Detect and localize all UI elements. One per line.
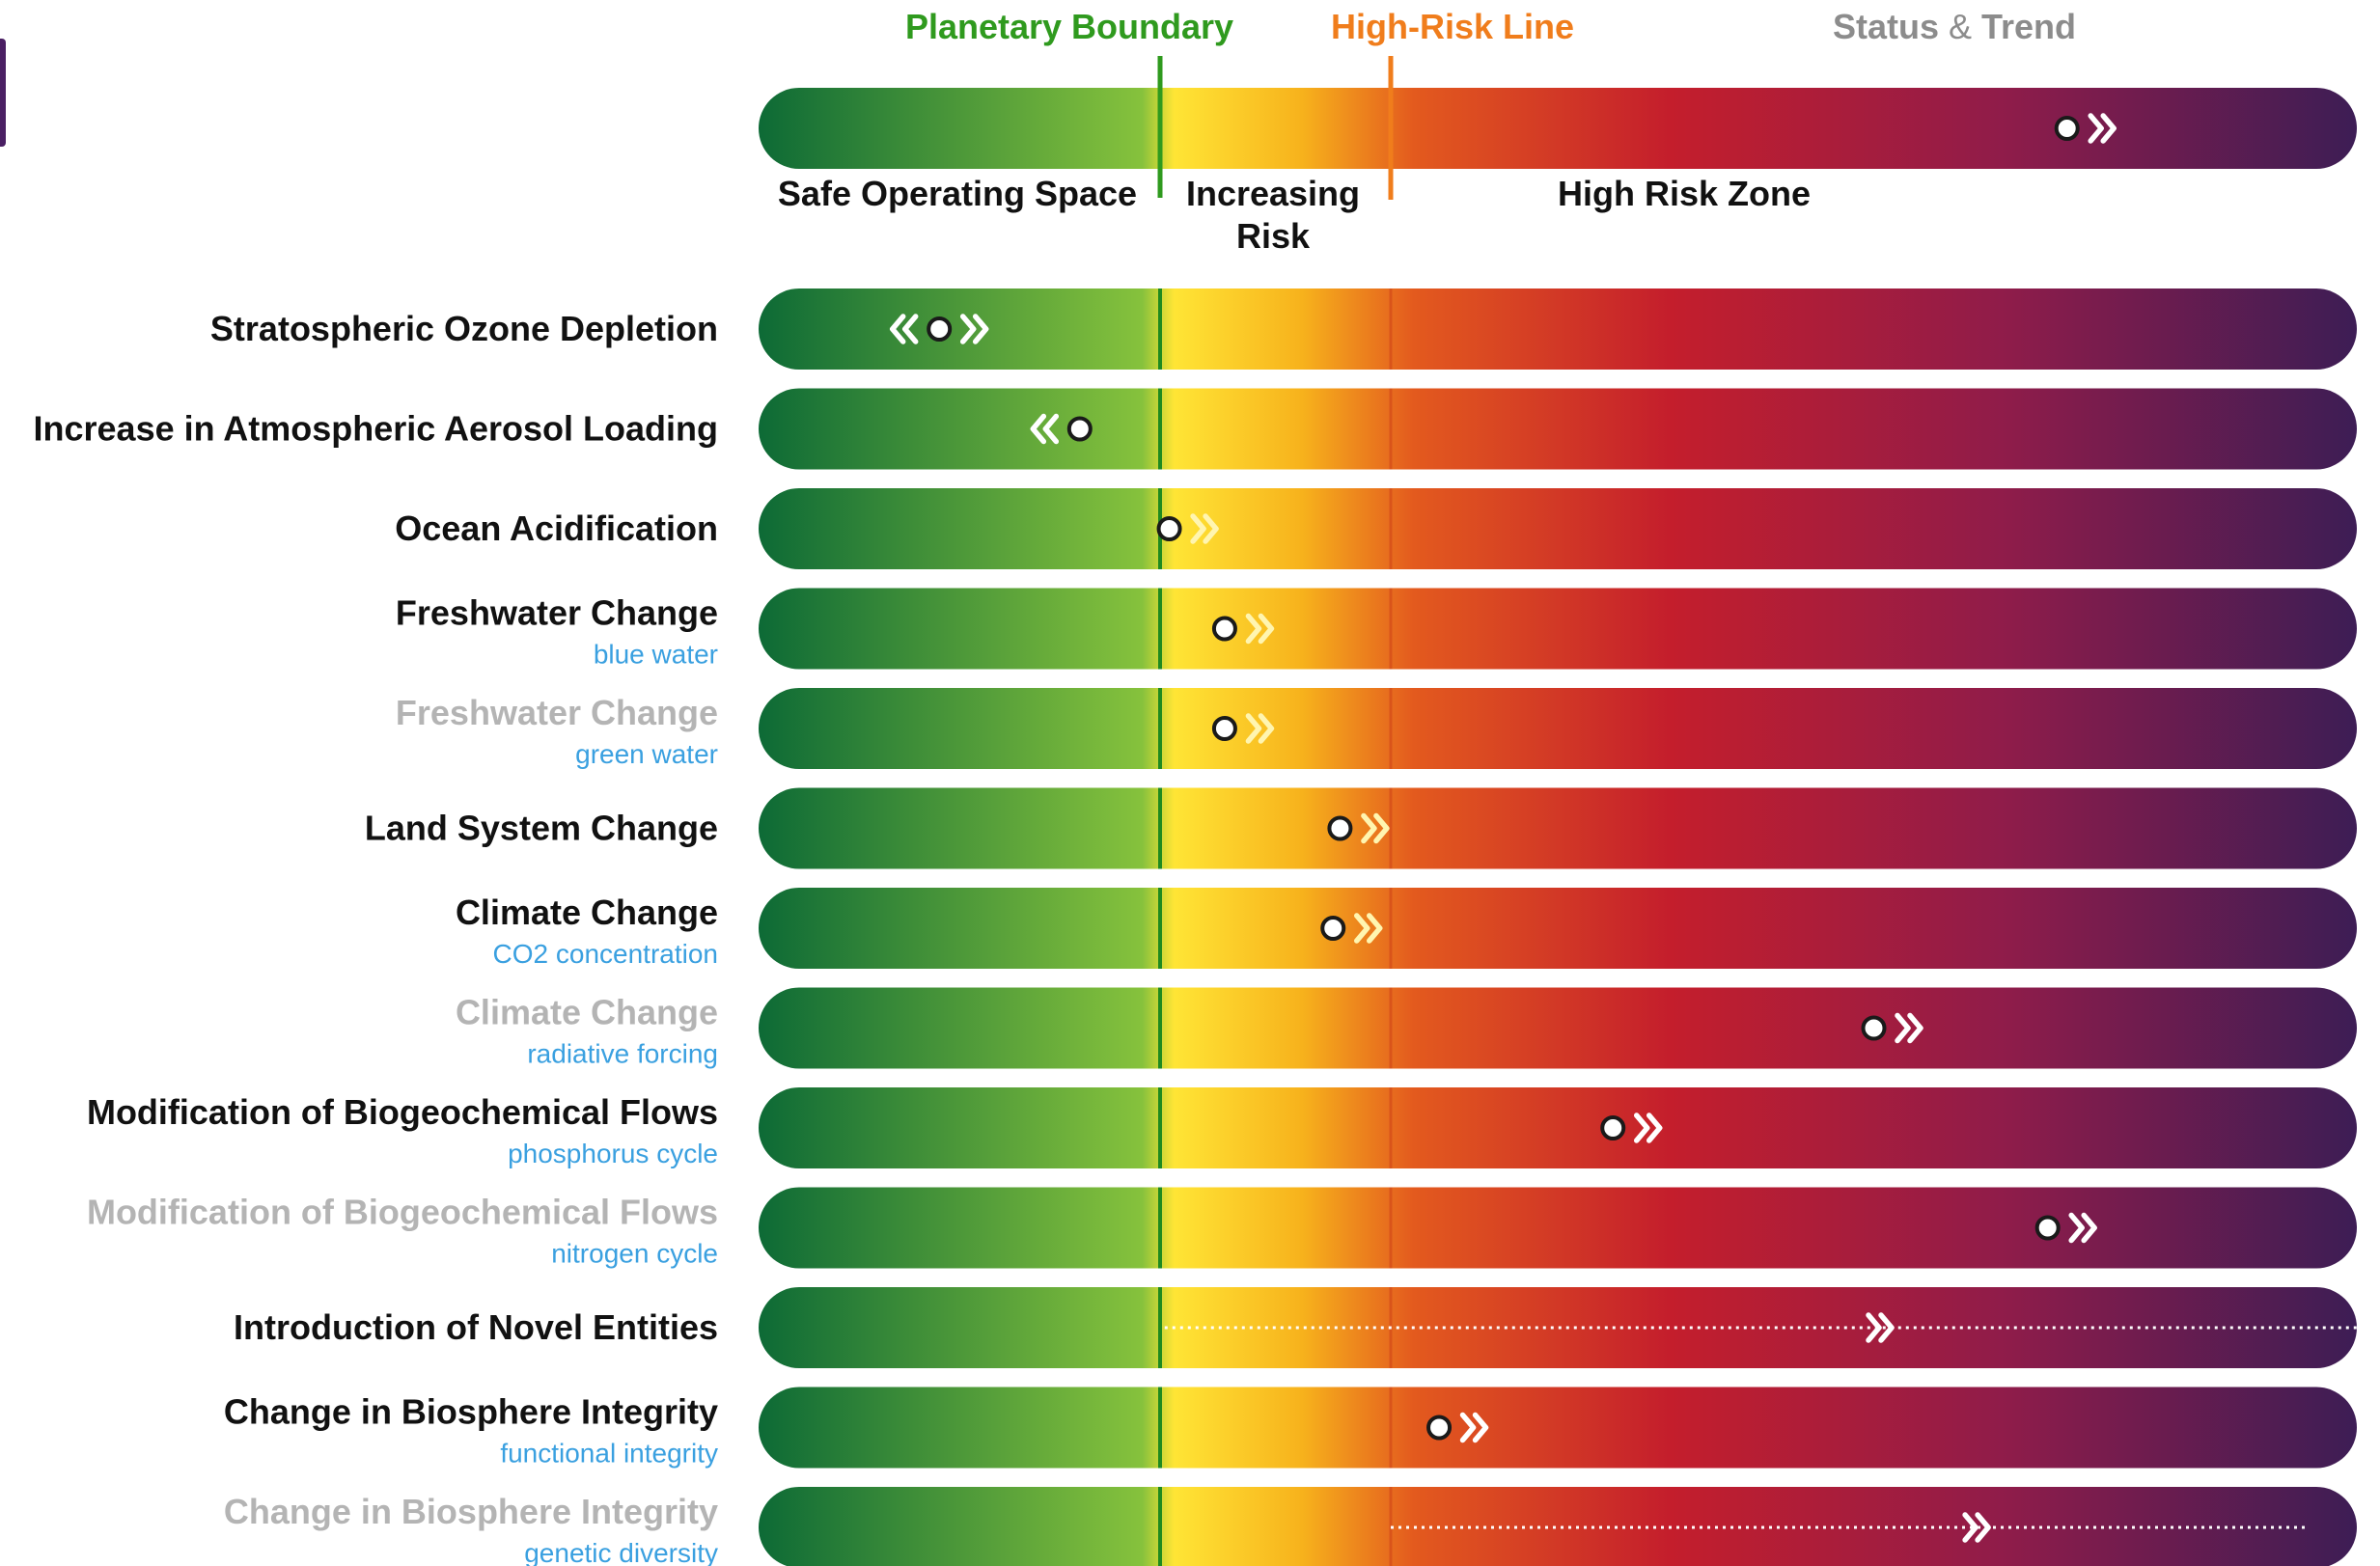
row-label: Ocean Acidification bbox=[395, 508, 718, 548]
legend-trend-chevrons bbox=[2088, 113, 2117, 144]
row-label: Increase in Atmospheric Aerosol Loading bbox=[34, 409, 719, 449]
row-gradient-bar bbox=[759, 1187, 2357, 1269]
boundary-row: Modification of Biogeochemical Flows phos… bbox=[87, 1087, 2357, 1168]
boundary-row: Climate Change CO2 concentration bbox=[456, 888, 2357, 969]
row-label: Freshwater Change bbox=[396, 593, 718, 633]
row-status-dot bbox=[1211, 716, 1237, 741]
boundary-row: Change in Biosphere Integrity functional … bbox=[224, 1387, 2357, 1469]
boundary-row: Freshwater Change green water bbox=[396, 688, 2357, 769]
boundary-rows: Stratospheric Ozone Depletion Increase in… bbox=[34, 288, 2357, 1566]
high-risk-line-header: High-Risk Line bbox=[1331, 7, 1574, 46]
row-label: Land System Change bbox=[365, 809, 718, 848]
planetary-boundary-header: Planetary Boundary bbox=[905, 7, 1233, 46]
row-status-dot bbox=[1156, 516, 1182, 541]
row-label: Climate Change bbox=[456, 993, 718, 1032]
legend-status-dot bbox=[2054, 116, 2080, 141]
row-sublabel: CO2 concentration bbox=[493, 939, 718, 969]
row-gradient-bar bbox=[759, 588, 2357, 670]
row-status-dot bbox=[1600, 1115, 1626, 1140]
row-label: Modification of Biogeochemical Flows bbox=[87, 1092, 718, 1132]
row-label: Change in Biosphere Integrity bbox=[224, 1492, 718, 1531]
row-trend-chevrons bbox=[1354, 913, 1383, 944]
row-label: Change in Biosphere Integrity bbox=[224, 1392, 718, 1432]
row-trend-chevrons bbox=[1895, 1012, 1923, 1044]
row-status-dot bbox=[2034, 1215, 2061, 1241]
increasing-risk-label-line2: Risk bbox=[1236, 216, 1311, 256]
row-gradient-bar bbox=[759, 688, 2357, 769]
row-gradient-bar bbox=[759, 787, 2357, 869]
row-trend-chevrons bbox=[1245, 713, 1275, 744]
row-gradient-bar bbox=[759, 388, 2357, 470]
row-trend-chevrons bbox=[2068, 1212, 2097, 1244]
row-sublabel: green water bbox=[575, 739, 718, 769]
row-trend-chevrons bbox=[1190, 513, 1219, 544]
row-sublabel: phosphorus cycle bbox=[508, 1139, 718, 1168]
row-trend-chevrons bbox=[1459, 1412, 1489, 1443]
row-trend-chevrons bbox=[1866, 1312, 1895, 1343]
boundary-row: Introduction of Novel Entities bbox=[234, 1287, 2357, 1368]
row-status-dot bbox=[1861, 1015, 1887, 1041]
row-sublabel: genetic diversity bbox=[524, 1538, 718, 1566]
row-gradient-bar bbox=[759, 888, 2357, 969]
row-trend-chevrons bbox=[1361, 812, 1390, 844]
row-sublabel: functional integrity bbox=[500, 1439, 718, 1469]
safe-zone-label: Safe Operating Space bbox=[778, 174, 1137, 213]
row-label: Stratospheric Ozone Depletion bbox=[210, 309, 718, 348]
row-sublabel: blue water bbox=[594, 640, 718, 670]
row-trend-chevrons-right bbox=[959, 314, 989, 344]
row-gradient-bar bbox=[759, 488, 2357, 569]
boundary-row: Land System Change bbox=[365, 787, 2357, 869]
trend-header-word: Trend bbox=[1981, 7, 2076, 46]
boundary-row: Ocean Acidification bbox=[395, 488, 2357, 569]
status-trend-header: Status & Trend bbox=[1833, 7, 2076, 46]
row-label: Climate Change bbox=[456, 893, 718, 932]
row-label: Freshwater Change bbox=[396, 693, 718, 732]
row-status-dot bbox=[1320, 916, 1346, 941]
row-trend-chevrons bbox=[1962, 1512, 1991, 1543]
status-header-word: Status bbox=[1833, 7, 1949, 46]
row-label: Modification of Biogeochemical Flows bbox=[87, 1193, 718, 1232]
row-trend-chevrons bbox=[1633, 1113, 1663, 1143]
row-trend-chevrons bbox=[1245, 613, 1275, 645]
legend-bar-gradient bbox=[759, 88, 2357, 169]
boundary-row: Freshwater Change blue water bbox=[396, 588, 2357, 670]
row-trend-chevrons-left bbox=[889, 314, 919, 344]
boundary-row: Modification of Biogeochemical Flows nitr… bbox=[87, 1187, 2357, 1269]
legend-bar bbox=[759, 88, 2357, 169]
high-risk-zone-label: High Risk Zone bbox=[1558, 174, 1811, 213]
boundary-row: Climate Change radiative forcing bbox=[456, 987, 2357, 1069]
edge-marker bbox=[0, 39, 6, 147]
row-status-dot bbox=[927, 316, 953, 342]
row-gradient-bar bbox=[759, 1387, 2357, 1469]
row-sublabel: radiative forcing bbox=[527, 1039, 718, 1069]
boundary-row: Stratospheric Ozone Depletion bbox=[210, 288, 2357, 370]
row-sublabel: nitrogen cycle bbox=[551, 1239, 718, 1269]
row-status-dot bbox=[1066, 416, 1093, 442]
row-gradient-bar bbox=[759, 1087, 2357, 1168]
row-gradient-bar bbox=[759, 987, 2357, 1069]
row-gradient-bar bbox=[759, 288, 2357, 370]
row-status-dot bbox=[1327, 815, 1353, 841]
row-status-dot bbox=[1211, 616, 1237, 642]
boundary-row: Increase in Atmospheric Aerosol Loading bbox=[34, 388, 2357, 470]
increasing-risk-label-line1: Increasing bbox=[1186, 174, 1360, 213]
boundary-row: Change in Biosphere Integrity genetic div… bbox=[224, 1487, 2357, 1566]
row-trend-chevrons bbox=[1030, 413, 1060, 445]
row-label: Introduction of Novel Entities bbox=[234, 1307, 718, 1347]
amp-header-word: & bbox=[1949, 7, 1981, 46]
row-status-dot bbox=[1426, 1415, 1453, 1441]
